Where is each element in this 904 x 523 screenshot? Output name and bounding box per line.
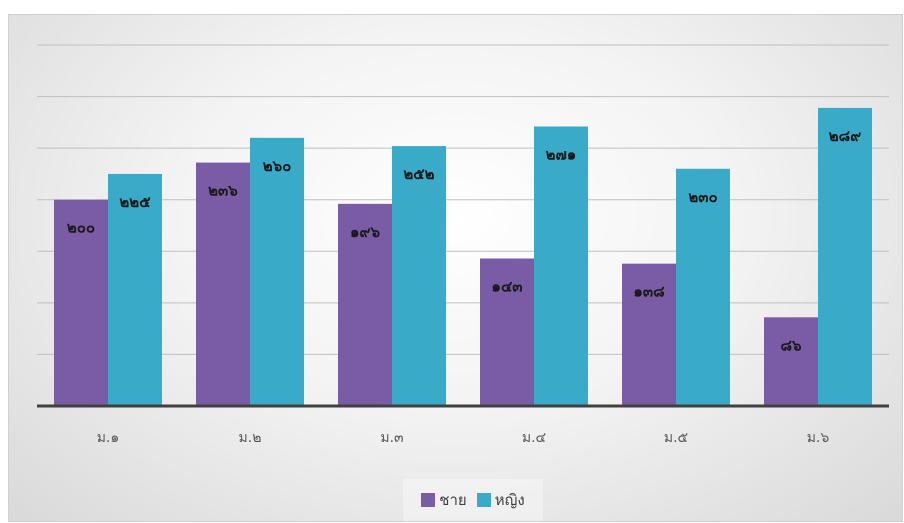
data-label: ๒๗๑ — [546, 145, 577, 163]
data-label: ๒๖๐ — [263, 157, 292, 175]
bar-male — [622, 263, 676, 406]
data-label: ๒๐๐ — [67, 219, 95, 237]
legend-item-male: ชาย — [421, 488, 467, 512]
x-tick-label: ม.๖ — [807, 430, 830, 446]
bar-male — [338, 203, 392, 406]
data-label: ๑๓๘ — [633, 283, 665, 301]
data-label: ๒๘๙ — [829, 127, 861, 145]
data-label: ๒๓๐ — [688, 188, 717, 206]
bar-male — [480, 258, 534, 406]
x-tick-label: ม.๓ — [380, 430, 403, 446]
bar-male — [764, 317, 818, 406]
legend-swatch-male — [421, 493, 436, 507]
legend-label-male: ชาย — [439, 491, 467, 509]
legend-item-female: หญิง — [476, 488, 525, 512]
legend: ชาย หญิง — [403, 479, 543, 521]
bar-male — [196, 162, 250, 406]
bar-male — [54, 199, 108, 406]
x-tick-label: ม.๒ — [239, 430, 262, 446]
bar-female — [534, 126, 588, 407]
chart-area: ๒๐๐ ๒๒๕ม.๑ ๒๓๖ ๒๖๐ม.๒ ๑๙๖ ๒๕๒ม.๓ ๑๔๓ ๒๗๑ม.๔ ๑๓๘ ๒… — [8, 14, 903, 522]
data-label: ๘๖ — [780, 336, 802, 354]
data-label: ๑๙๖ — [350, 223, 381, 241]
x-tick-label: ม.๕ — [664, 430, 688, 446]
bar-female — [392, 146, 446, 406]
x-tick-label: ม.๔ — [522, 430, 546, 446]
data-label: ๑๔๓ — [491, 278, 522, 296]
bar-female — [676, 168, 730, 406]
bar-female — [250, 137, 304, 406]
legend-label-female: หญิง — [494, 491, 525, 509]
legend-swatch-female — [476, 493, 491, 507]
data-label: ๒๓๖ — [208, 182, 238, 200]
bar-female — [108, 173, 162, 406]
data-label: ๒๕๒ — [403, 165, 434, 183]
data-label: ๒๒๕ — [119, 193, 151, 211]
bar-female — [818, 107, 872, 406]
x-tick-label: ม.๑ — [97, 430, 120, 446]
